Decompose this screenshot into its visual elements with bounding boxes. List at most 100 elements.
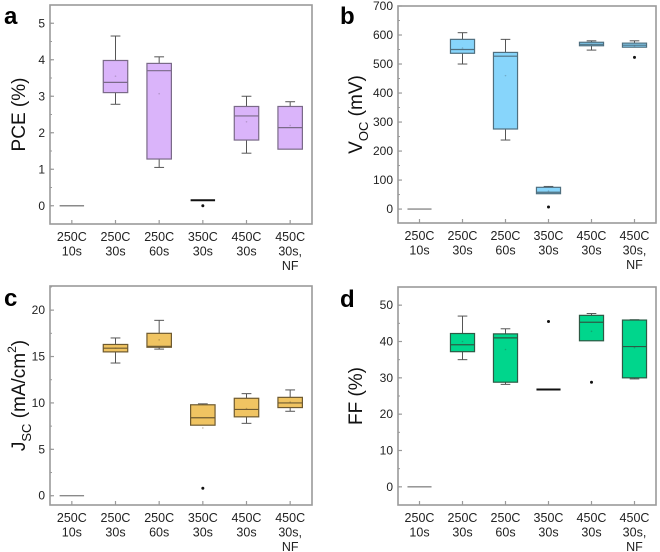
y-tick-label: 5 (38, 16, 45, 30)
x-category-label-line: 450C (577, 229, 607, 243)
x-category-label-line: 60s (495, 244, 515, 258)
x-category-label-line: 30s (193, 245, 213, 259)
x-category-label-line: 350C (534, 229, 564, 243)
box-4 (233, 95, 260, 154)
x-category-label-line: 10s (409, 244, 429, 258)
x-category-label-line: 30s (105, 245, 125, 259)
x-category-label-line: 250C (405, 511, 435, 525)
x-category-label: 350C 30s (188, 230, 218, 259)
outlier-point (547, 205, 550, 209)
box-5 (621, 319, 648, 380)
y-tick-label: 0 (386, 480, 393, 494)
plot-frame (49, 285, 313, 506)
x-category-label-line: 30s, (623, 244, 647, 258)
x-category-label: 250C 30s (101, 230, 131, 259)
y-axis-title-part: J (9, 442, 30, 452)
box-mean (158, 92, 160, 95)
x-category-label-line: 450C (620, 511, 650, 525)
panel-letter: a (4, 3, 18, 30)
box-2 (146, 319, 172, 350)
x-category-label-line: 30s (452, 244, 472, 258)
y-tick-label: 0 (386, 202, 393, 216)
box-mean (114, 347, 117, 349)
y-tick-label: 40 (380, 335, 394, 349)
x-category-label-line: 60s (495, 526, 515, 540)
box-iqr (190, 404, 216, 426)
x-category-label: 250C 30s (448, 229, 478, 258)
y-tick-label: 0 (38, 489, 45, 503)
panel-letter: c (4, 285, 17, 312)
y-tick-label: 20 (32, 303, 46, 317)
plot-frame (397, 5, 657, 224)
x-category-label-line: 10s (62, 245, 82, 259)
box-4 (578, 313, 605, 384)
x-category-label-line: 250C (491, 229, 521, 243)
y-tick-label: 0 (38, 199, 45, 213)
x-category-label-line: 30s (581, 244, 601, 258)
box-mean (590, 43, 593, 46)
x-category-label: 350C 30s (534, 511, 564, 540)
box-5 (277, 101, 303, 150)
x-category-label-line: 350C (534, 511, 564, 525)
box-2 (146, 56, 172, 168)
x-category-label-line: 30s (538, 526, 558, 540)
outlier-point (201, 486, 205, 490)
y-axis-title: PCE (%) (9, 78, 30, 152)
box-mean (633, 45, 636, 47)
x-category-label-line: 250C (57, 511, 87, 525)
box-iqr (449, 38, 476, 54)
box-mean (289, 401, 291, 403)
x-category-label: 450C 30s, NF (275, 511, 305, 552)
box-2 (492, 38, 519, 141)
box-iqr (492, 333, 519, 383)
y-tick-label: 15 (32, 350, 46, 364)
box-iqr (233, 397, 260, 418)
box-1 (449, 315, 476, 361)
x-category-label-line: 250C (448, 229, 478, 243)
box-mean (461, 340, 464, 343)
x-category-label-line: 450C (232, 230, 262, 244)
x-category-label: 250C 60s (491, 511, 521, 540)
box-mean (289, 124, 291, 127)
y-tick-label: 20 (380, 407, 394, 421)
x-category-label-line: 250C (144, 511, 174, 525)
y-tick-label: 1 (38, 162, 45, 176)
x-category-label-line: 450C (232, 511, 262, 525)
x-category-label: 250C 10s (57, 511, 87, 540)
box-2 (492, 328, 519, 385)
panel-letter: d (340, 286, 355, 313)
x-category-label: 350C 30s (188, 511, 218, 540)
panel-letter: b (340, 3, 355, 30)
x-category-label-line: 250C (405, 229, 435, 243)
x-category-label: 250C 30s (101, 511, 131, 540)
x-category-label-line: 60s (149, 526, 169, 540)
x-category-label-line: 30s, (278, 245, 302, 259)
x-category-label: 250C 10s (405, 229, 435, 258)
y-axis-title-part: SC (19, 424, 34, 442)
plot-frame (49, 4, 313, 225)
y-axis-title: FF (%) (346, 367, 367, 425)
y-axis-title-part: PCE (%) (9, 78, 30, 152)
x-category-label-line: 30s (193, 526, 213, 540)
y-tick-label: 10 (380, 444, 394, 458)
x-category-label-line: NF (626, 258, 643, 272)
x-category-label: 450C 30s, NF (275, 230, 305, 273)
x-category-label-line: 350C (188, 511, 218, 525)
x-category-label: 250C 30s (448, 511, 478, 540)
x-category-label-line: 30s (538, 244, 558, 258)
box-iqr (492, 51, 519, 130)
y-axis-title-part: OC (356, 122, 371, 142)
x-category-label-line: 30s (452, 526, 472, 540)
y-axis-title-part: (mV) (346, 75, 367, 121)
box-5 (277, 389, 303, 412)
y-axis-title-part: V (346, 141, 367, 154)
box-mean (158, 339, 160, 341)
box-mean (202, 427, 204, 429)
x-category-label-line: 350C (188, 230, 218, 244)
x-category-label-line: 250C (144, 230, 174, 244)
outlier-point (201, 204, 205, 208)
y-tick-label: 200 (373, 144, 393, 158)
box-iqr (578, 314, 605, 342)
box-mean (245, 121, 248, 123)
